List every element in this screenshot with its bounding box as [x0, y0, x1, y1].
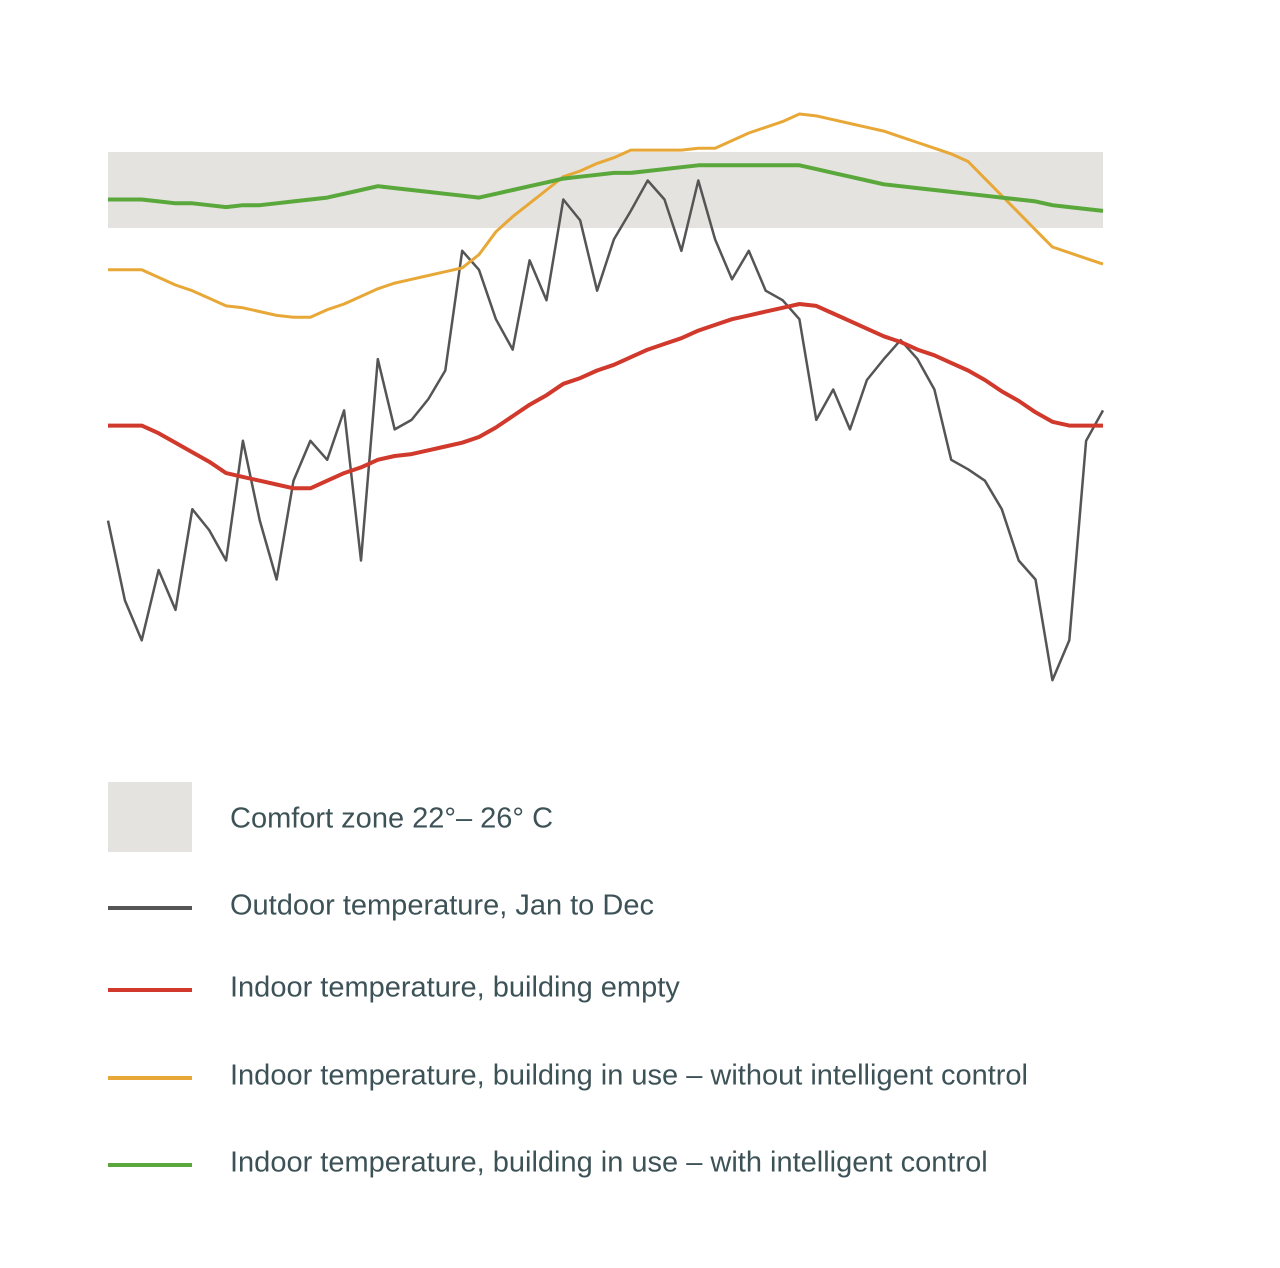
legend-label: Indoor temperature, building empty: [230, 972, 680, 1004]
legend-swatch: [108, 782, 192, 852]
line-series: [106, 179, 1105, 682]
legend-label: Indoor temperature, building in use – wi…: [230, 1147, 988, 1179]
legend-label: Indoor temperature, building in use – wi…: [230, 1060, 1028, 1092]
line-series: [108, 163, 1104, 213]
line-series: [108, 112, 1104, 319]
legend-label: Comfort zone 22°– 26° C: [230, 803, 553, 835]
line-series: [108, 302, 1103, 491]
legend-label: Outdoor temperature, Jan to Dec: [230, 890, 654, 922]
comfort-zone: [108, 152, 1103, 228]
